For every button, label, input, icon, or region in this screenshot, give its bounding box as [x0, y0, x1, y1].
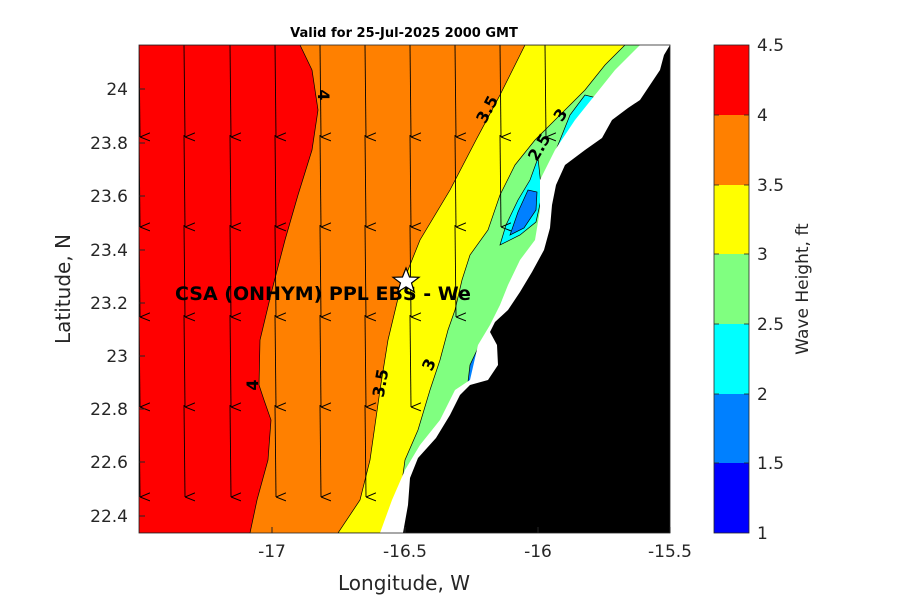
y-tick-label: 24 [106, 80, 128, 100]
colorbar: 4.5 4 3.5 3 2.5 2 1.5 1 Wave Height, ft [713, 36, 813, 544]
wave-arrow [364, 224, 366, 317]
x-tick-label: -16 [524, 542, 552, 562]
contour-label-4-mid: 4 [243, 379, 262, 390]
y-tick-label: 23.2 [90, 294, 128, 314]
wave-arrow [409, 45, 411, 137]
colorbar-tick-label: 4.5 [757, 36, 784, 56]
contour-label-4-top: 4 [314, 89, 333, 100]
y-axis: 24 23.8 23.6 23.4 23.2 23 22.8 22.6 22.4… [51, 80, 145, 527]
x-tick-label: -17 [258, 542, 286, 562]
colorbar-band-1-1.5 [714, 463, 749, 533]
wave-arrow [274, 134, 276, 227]
colorbar-band-3-3.5 [714, 185, 749, 254]
wave-arrow [499, 45, 501, 137]
wave-arrow [183, 314, 185, 407]
star-icon [391, 266, 421, 294]
x-axis: -17 -16.5 -16 -15.5 Longitude, W [258, 527, 692, 595]
colorbar-tick-label: 3.5 [757, 176, 784, 196]
colorbar-tick-label: 2.5 [757, 315, 784, 335]
wave-arrow [183, 404, 185, 497]
y-tick-label: 23.4 [90, 241, 128, 261]
wave-arrow [183, 45, 185, 137]
y-tick-label: 22.6 [90, 453, 128, 473]
colorbar-band-2.5-3 [714, 254, 749, 324]
land-mass [403, 45, 670, 533]
wave-arrow [364, 314, 366, 407]
colorbar-band-3.5-4 [714, 115, 749, 185]
wave-arrow [409, 134, 411, 227]
wave-arrow [183, 224, 185, 317]
colorbar-tick-label: 1 [757, 524, 768, 544]
y-tick-label: 23 [106, 347, 128, 367]
wave-arrow [409, 224, 411, 317]
colorbar-tick-label: 2 [757, 385, 768, 405]
wave-arrow [319, 224, 321, 317]
wave-arrow [274, 224, 276, 317]
y-tick-label: 22.8 [90, 400, 128, 420]
wave-arrow [229, 224, 231, 317]
wave-arrow [229, 404, 231, 497]
x-tick-label: -15.5 [648, 542, 692, 562]
wave-arrow [364, 45, 366, 137]
wave-arrow [319, 314, 321, 407]
y-tick-label: 22.4 [90, 507, 128, 527]
wave-arrow [319, 134, 321, 227]
y-tick-label: 23.8 [90, 134, 128, 154]
colorbar-tick-label: 1.5 [757, 454, 784, 474]
wave-arrow [454, 134, 456, 227]
colorbar-band-1.5-2 [714, 394, 749, 463]
map-plot-area: 4 3.5 3 2.5 3 4 3.5 CSA (ONHYM) PPL EBS … [139, 45, 670, 533]
y-tick-label: 23.6 [90, 187, 128, 207]
wave-arrow [499, 134, 501, 227]
colorbar-tick-label: 4 [757, 106, 768, 126]
wave-arrow [183, 134, 185, 227]
wave-arrow [229, 134, 231, 227]
wave-arrow [409, 314, 411, 407]
x-axis-label: Longitude, W [338, 571, 470, 595]
wave-arrow [319, 45, 321, 137]
chart-title: Valid for 25-Jul-2025 2000 GMT [290, 26, 518, 41]
colorbar-label: Wave Height, ft [793, 223, 813, 355]
wave-arrow [274, 404, 276, 497]
wave-arrow [364, 134, 366, 227]
colorbar-band-4-4.5 [714, 45, 749, 115]
wave-arrow [274, 314, 276, 407]
station-label: CSA (ONHYM) PPL EBS - We [175, 283, 471, 305]
y-axis-label: Latitude, N [51, 234, 75, 344]
region-1.5-2-a [509, 189, 538, 236]
wave-arrow [454, 224, 456, 317]
wave-arrow [229, 314, 231, 407]
wave-arrow [319, 404, 321, 497]
wave-arrow [274, 45, 276, 137]
wave-arrow [229, 45, 231, 137]
colorbar-tick-label: 3 [757, 245, 768, 265]
x-tick-label: -16.5 [383, 542, 427, 562]
contour-label-3.5-mid: 3.5 [369, 367, 393, 398]
colorbar-band-2-2.5 [714, 324, 749, 394]
wave-arrow [364, 404, 366, 497]
wave-arrow [454, 45, 456, 137]
wave-arrow [544, 45, 546, 137]
